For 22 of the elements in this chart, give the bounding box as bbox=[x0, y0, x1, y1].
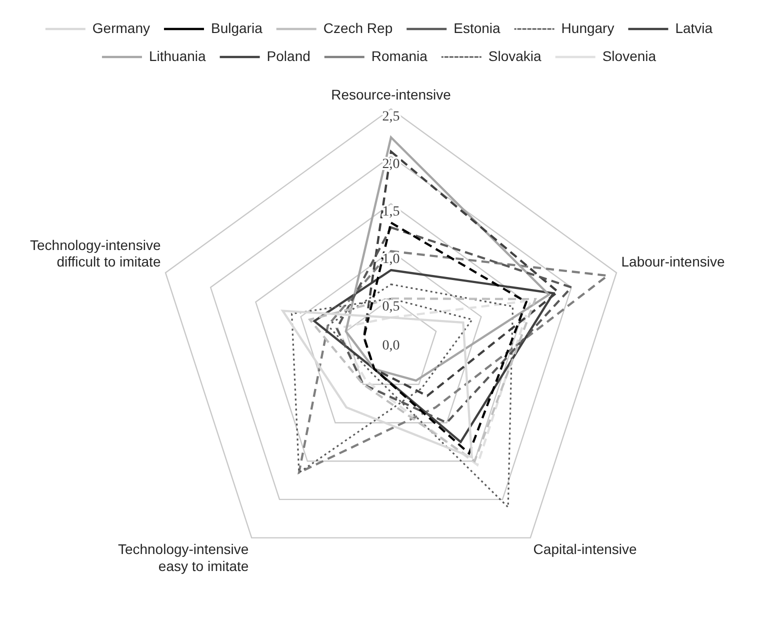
y-tick-label: 1,0 bbox=[382, 252, 400, 267]
y-tick-label: 0,0 bbox=[382, 338, 400, 354]
y-tick-label: 2,0 bbox=[382, 156, 400, 172]
legend-label: Germany bbox=[92, 20, 150, 36]
y-tick-label: 1,5 bbox=[382, 204, 400, 220]
legend-label: Poland bbox=[266, 48, 310, 64]
legend-label: Estonia bbox=[454, 20, 501, 36]
legend-label: Slovakia bbox=[488, 48, 542, 64]
spoke-label: Technology-intensive difficult to imitate bbox=[30, 236, 161, 270]
legend-label: Slovenia bbox=[602, 48, 656, 64]
legend-label: Latvia bbox=[675, 20, 713, 36]
legend-label: Hungary bbox=[561, 20, 614, 36]
spoke-label: Labour-intensive bbox=[621, 254, 725, 270]
spoke-label: Capital-intensive bbox=[533, 541, 638, 558]
legend-label: Romania bbox=[371, 48, 428, 64]
spoke-label: Technology-intensive easy to imitate bbox=[118, 541, 249, 574]
legend-label: Czech Rep bbox=[323, 20, 393, 36]
y-tick-label: 0,5 bbox=[382, 299, 400, 314]
legend-label: Lithuania bbox=[148, 48, 206, 64]
spoke-label: Resource-intensive bbox=[331, 86, 452, 102]
y-tick-label: 2,5 bbox=[382, 110, 400, 125]
legend-label: Bulgaria bbox=[210, 20, 263, 36]
